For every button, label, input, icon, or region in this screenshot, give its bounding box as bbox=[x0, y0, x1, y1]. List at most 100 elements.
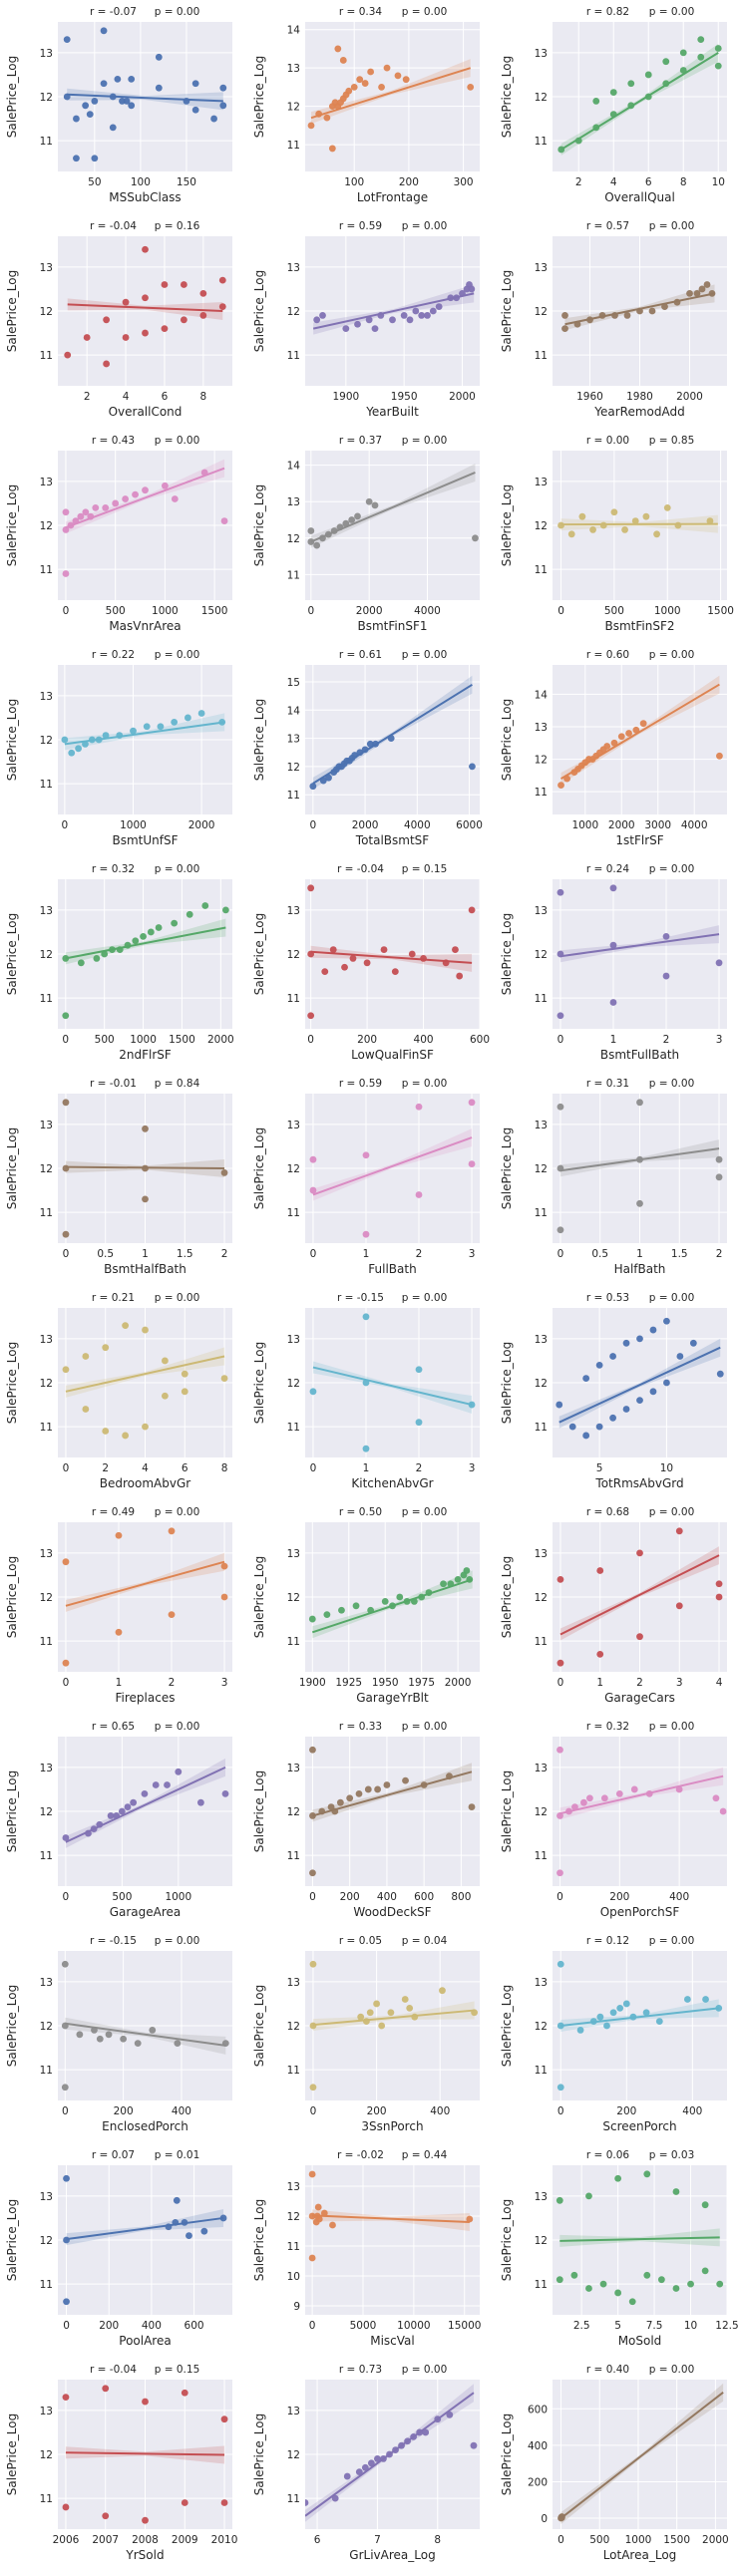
y-tick-label: 11 bbox=[535, 787, 548, 799]
correlation-label: r = 0.00 bbox=[586, 435, 629, 447]
p-value-label: p = 0.00 bbox=[649, 1078, 695, 1090]
correlation-label: r = 0.59 bbox=[339, 220, 382, 232]
data-point bbox=[63, 1165, 70, 1172]
data-point bbox=[716, 959, 723, 966]
data-point bbox=[84, 334, 91, 341]
data-point bbox=[643, 2170, 650, 2177]
correlation-label: r = 0.12 bbox=[586, 1935, 629, 1947]
data-point bbox=[469, 1160, 476, 1167]
data-point bbox=[402, 1777, 409, 1784]
data-point bbox=[310, 2023, 317, 2030]
data-point bbox=[329, 146, 336, 153]
data-point bbox=[561, 325, 568, 332]
data-point bbox=[222, 1790, 229, 1797]
data-point bbox=[341, 964, 348, 971]
data-point bbox=[63, 1558, 70, 1565]
data-point bbox=[662, 58, 669, 65]
data-point bbox=[623, 2001, 630, 2008]
data-point bbox=[452, 946, 459, 953]
x-tick-label: 0 bbox=[557, 1677, 564, 1689]
x-tick-label: 0 bbox=[309, 1891, 316, 1903]
y-tick-label: 12 bbox=[287, 1592, 300, 1604]
data-point bbox=[174, 2197, 181, 2204]
data-point bbox=[716, 1580, 723, 1587]
data-point bbox=[68, 750, 75, 757]
data-point bbox=[402, 1996, 409, 2003]
data-point bbox=[589, 526, 596, 533]
p-value-label: p = 0.00 bbox=[155, 1935, 200, 1947]
p-value-label: p = 0.00 bbox=[402, 1292, 448, 1304]
plot-background bbox=[305, 451, 480, 600]
data-point bbox=[616, 2005, 623, 2012]
data-point bbox=[156, 54, 163, 61]
data-point bbox=[557, 1012, 564, 1019]
data-point bbox=[396, 1594, 403, 1601]
x-tick-label: 4 bbox=[716, 1677, 723, 1689]
y-tick-label: 12 bbox=[40, 1378, 53, 1390]
x-tick-label: 100 bbox=[344, 176, 364, 188]
data-point bbox=[557, 1961, 564, 1968]
data-point bbox=[321, 968, 328, 975]
x-axis-label: BsmtFinSF2 bbox=[604, 619, 674, 633]
y-axis-label: SalePrice_Log bbox=[500, 699, 514, 781]
x-tick-label: 400 bbox=[142, 2320, 162, 2332]
x-tick-label: 1500 bbox=[169, 1034, 195, 1046]
p-value-label: p = 0.00 bbox=[649, 1935, 695, 1947]
p-value-label: p = 0.00 bbox=[649, 6, 695, 18]
x-tick-label: 8 bbox=[199, 391, 206, 403]
y-tick-label: 13 bbox=[287, 1120, 300, 1131]
x-tick-label: 1500 bbox=[201, 605, 228, 617]
y-tick-label: 11 bbox=[535, 2065, 548, 2077]
data-point bbox=[663, 1318, 670, 1325]
x-tick-label: 100 bbox=[131, 176, 151, 188]
y-tick-label: 13 bbox=[40, 1977, 53, 1989]
y-axis-label: SalePrice_Log bbox=[5, 270, 19, 352]
data-point bbox=[142, 1195, 149, 1202]
x-tick-label: 6 bbox=[162, 391, 169, 403]
y-tick-label: 11 bbox=[535, 1207, 548, 1219]
x-axis-label: TotalBsmtSF bbox=[355, 833, 430, 847]
y-tick-label: 13 bbox=[287, 63, 300, 75]
x-tick-label: 2010 bbox=[211, 2534, 238, 2546]
y-axis-label: SalePrice_Log bbox=[500, 1985, 514, 2067]
correlation-label: r = 0.22 bbox=[92, 649, 135, 661]
data-point bbox=[122, 1322, 129, 1329]
data-point bbox=[716, 1156, 723, 1163]
data-point bbox=[319, 312, 326, 319]
data-point bbox=[182, 1371, 188, 1378]
y-tick-label: 13 bbox=[287, 262, 300, 274]
y-axis-label: SalePrice_Log bbox=[252, 913, 266, 995]
data-point bbox=[221, 1169, 228, 1176]
data-point bbox=[340, 57, 347, 64]
data-point bbox=[63, 1660, 70, 1667]
x-tick-label: 1000 bbox=[571, 819, 598, 831]
p-value-label: p = 0.00 bbox=[402, 220, 448, 232]
data-point bbox=[169, 1527, 176, 1534]
x-tick-label: 2000 bbox=[356, 605, 383, 617]
x-tick-label: 1 bbox=[116, 1677, 123, 1689]
correlation-label: r = 0.24 bbox=[586, 863, 629, 875]
y-tick-label: 13 bbox=[40, 2191, 53, 2203]
data-point bbox=[690, 1340, 697, 1347]
x-axis-label: BsmtFinSF1 bbox=[357, 619, 427, 633]
data-point bbox=[61, 737, 68, 744]
correlation-label: r = 0.60 bbox=[586, 649, 629, 661]
data-point bbox=[186, 2232, 192, 2239]
data-point bbox=[403, 76, 410, 83]
data-point bbox=[468, 286, 475, 293]
data-point bbox=[198, 710, 205, 717]
data-point bbox=[365, 1786, 372, 1793]
data-point bbox=[610, 2009, 617, 2016]
data-point bbox=[102, 504, 109, 511]
correlation-label: r = 0.33 bbox=[339, 1721, 382, 1733]
x-tick-label: 2 bbox=[663, 1034, 670, 1046]
